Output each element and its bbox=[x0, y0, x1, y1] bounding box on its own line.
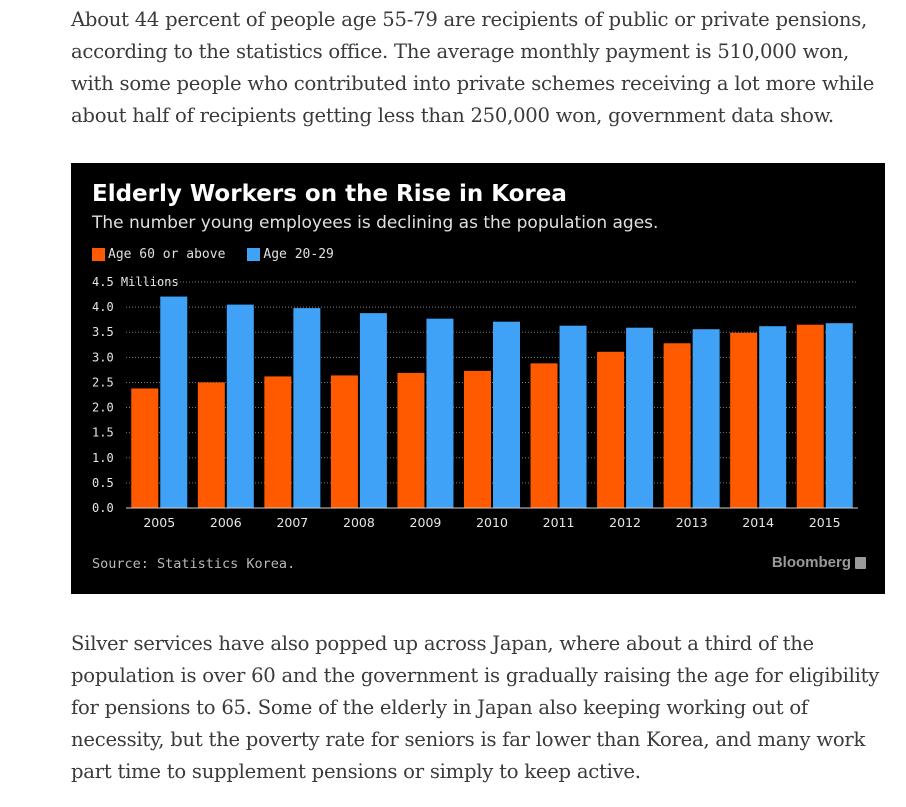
article-paragraph: Silver services have also popped up acro… bbox=[71, 632, 880, 783]
bar-age-60-plus bbox=[796, 324, 824, 508]
y-tick-label: 3.5 bbox=[92, 325, 114, 339]
x-tick-label: 2013 bbox=[676, 515, 708, 530]
y-tick-label: 4.0 bbox=[92, 300, 114, 314]
article-paragraph: About 44 percent of people age 55-79 are… bbox=[71, 8, 875, 127]
bar-age-20-29 bbox=[426, 318, 454, 508]
bloomberg-terminal-icon bbox=[855, 556, 866, 569]
bar-age-60-plus bbox=[464, 370, 491, 508]
legend-label: Age 60 or above bbox=[108, 247, 226, 262]
y-tick-label: 0.0 bbox=[92, 501, 114, 515]
chart-legend: Age 60 or above Age 20-29 bbox=[92, 247, 356, 262]
x-tick-label: 2005 bbox=[143, 515, 175, 530]
y-tick-label: 1.0 bbox=[92, 451, 114, 465]
bar-age-60-plus bbox=[730, 332, 758, 508]
bar-age-60-plus bbox=[197, 382, 225, 508]
legend-item-age-20-29: Age 20-29 bbox=[247, 247, 334, 262]
legend-swatch bbox=[92, 248, 105, 261]
x-tick-label: 2011 bbox=[543, 515, 575, 530]
bar-age-20-29 bbox=[626, 327, 654, 508]
legend-label: Age 20-29 bbox=[263, 247, 334, 262]
bar-age-20-29 bbox=[359, 313, 387, 508]
y-tick-label: 0.5 bbox=[92, 476, 114, 490]
bar-age-20-29 bbox=[160, 296, 188, 508]
y-tick-label: 2.5 bbox=[92, 375, 114, 389]
bar-age-60-plus bbox=[330, 375, 358, 508]
chart-title: Elderly Workers on the Rise in Korea bbox=[92, 181, 567, 207]
y-tick-label: 4.5 Millions bbox=[92, 275, 179, 289]
bar-age-20-29 bbox=[493, 321, 520, 508]
bloomberg-logo: Bloomberg bbox=[772, 554, 866, 571]
bar-age-20-29 bbox=[759, 326, 787, 508]
x-tick-label: 2014 bbox=[742, 515, 774, 530]
x-tick-label: 2015 bbox=[809, 515, 841, 530]
x-tick-label: 2010 bbox=[476, 515, 508, 530]
chart-plot: 0.0 0.5 1.0 1.5 2.0 2.5 3.0 3.5 4.0 4.5 Millions 2… bbox=[92, 275, 858, 530]
y-tick-label: 2.0 bbox=[92, 401, 114, 415]
x-tick-label: 2006 bbox=[210, 515, 242, 530]
bar-age-20-29 bbox=[226, 304, 254, 508]
y-tick-label: 1.5 bbox=[92, 426, 114, 440]
x-tick-label: 2008 bbox=[343, 515, 375, 530]
x-tick-label: 2007 bbox=[276, 515, 308, 530]
bar-age-60-plus bbox=[264, 376, 292, 508]
bar-age-20-29 bbox=[293, 308, 321, 508]
bar-age-60-plus bbox=[131, 388, 159, 508]
chart-subtitle: The number young employees is declining … bbox=[92, 213, 659, 233]
bar-age-20-29 bbox=[559, 325, 587, 508]
legend-swatch bbox=[247, 248, 261, 261]
bar-age-20-29 bbox=[692, 329, 720, 508]
bar-age-60-plus bbox=[663, 343, 691, 508]
brand-name: Bloomberg bbox=[771, 554, 851, 571]
bar-age-60-plus bbox=[397, 372, 425, 508]
y-tick-label: 3.0 bbox=[92, 350, 114, 364]
bar-age-60-plus bbox=[597, 351, 625, 508]
bar-age-60-plus bbox=[530, 363, 558, 508]
legend-item-age-60-plus: Age 60 or above bbox=[92, 247, 225, 262]
x-tick-label: 2009 bbox=[410, 515, 442, 530]
x-tick-label: 2012 bbox=[609, 515, 641, 530]
bar-age-20-29 bbox=[825, 323, 853, 508]
chart: 0.0 0.5 1.0 1.5 2.0 2.5 3.0 3.5 4.0 4.5 Millions 2… bbox=[71, 163, 885, 594]
chart-source: Source: Statistics Korea. bbox=[92, 556, 296, 572]
